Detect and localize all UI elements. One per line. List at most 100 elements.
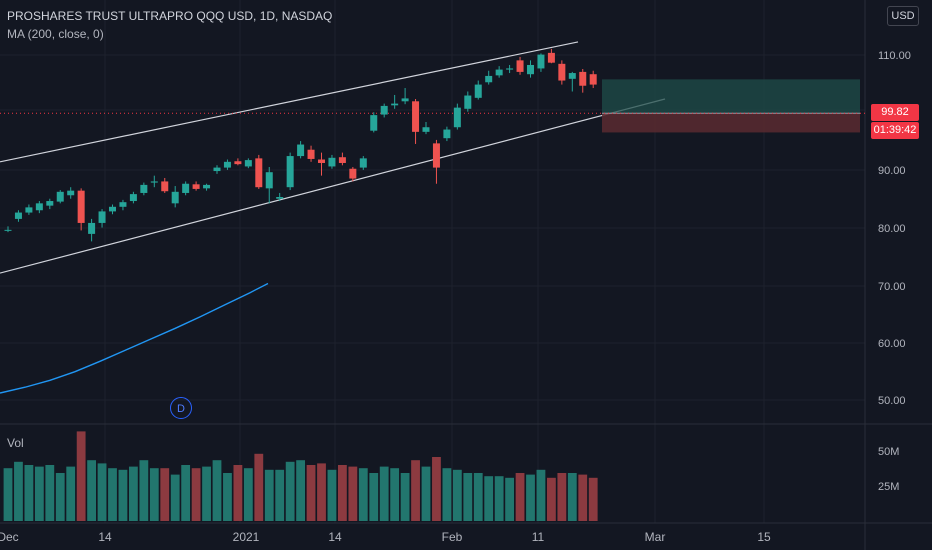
candle [464,95,472,109]
volume-bar [275,469,285,521]
volume-bar [212,460,222,521]
volume-bar [34,466,44,521]
last-price-tag: 99.82 [871,104,919,121]
volume-bar [547,477,556,521]
candle [318,159,325,163]
candle [46,201,54,206]
candle [328,157,336,167]
time-tick-label: Dec [0,530,19,544]
candle [171,191,179,204]
position-stop-zone [602,113,860,133]
candle [527,64,534,75]
candle [77,190,85,223]
candle [140,184,148,193]
volume-bar [108,468,117,521]
candle [35,203,43,211]
volume-bar [379,466,389,521]
volume-bar [160,468,170,521]
volume-bar [118,469,128,521]
price-tick-label: 70.00 [878,281,906,293]
dividend-badge[interactable]: D [170,397,192,419]
volume-bar [390,468,400,521]
currency-button[interactable]: USD [887,6,919,26]
candle [234,161,242,165]
volume-bar [149,468,159,521]
time-tick-label: 14 [98,530,112,544]
volume-bar [442,468,452,521]
volume-bar [358,468,368,521]
volume-bar [233,465,243,521]
candle [286,156,294,188]
volume-bar [55,473,65,521]
volume-tick-label: 25M [878,481,899,493]
volume-bar [515,473,525,521]
candle [338,157,346,163]
candle [14,212,22,219]
volume-bar [191,468,201,521]
time-tick-label: Mar [645,530,666,544]
candle [25,207,33,213]
candle [370,115,378,131]
price-axis: 110.00 90.00 80.00 70.00 60.00 50.00 [878,50,911,407]
volume-bar [129,466,138,521]
volume-bar [14,461,23,521]
channel-upper-line [0,41,579,163]
candle [244,160,252,167]
volume-bar [557,473,567,521]
volume-bar [505,477,514,521]
candle [474,84,482,98]
volume-bar [369,473,379,521]
volume-bar [296,460,305,521]
candle [88,222,96,234]
candle [453,107,461,128]
candle [67,190,75,196]
volume-bar [3,468,13,521]
price-tick-label: 60.00 [878,338,906,350]
volume-axis: 50M 25M [878,446,899,493]
candle [119,202,127,207]
volume-bar [24,465,34,521]
volume-bar [202,466,211,521]
volume-bar [264,469,274,521]
volume-bar [338,465,347,521]
volume-bar [400,473,410,521]
candle [255,158,263,188]
volume-label[interactable]: Vol [7,436,24,450]
candle [443,129,451,139]
price-tick-label: 80.00 [878,223,906,235]
volume-bar [484,476,494,521]
ma-200-path [0,282,269,394]
volume-bar [411,460,420,521]
candle [359,158,367,168]
time-axis: Dec 14 2021 14 Feb 11 Mar 15 [0,530,771,544]
candle [485,75,493,83]
volume-bars [3,431,598,521]
volume-bar [432,457,441,521]
candle [192,184,200,189]
ma-200-line [0,282,269,394]
time-tick-label: 15 [757,530,771,544]
volume-tick-label: 50M [878,446,899,458]
volume-bar [306,465,316,521]
volume-bar [578,474,588,521]
volume-bar [87,460,96,521]
volume-bar [452,469,462,521]
volume-bar [463,473,473,521]
candle [297,144,305,157]
candle [182,183,190,193]
volume-bar [473,473,483,521]
indicator-legend[interactable]: MA (200, close, 0) [7,27,104,41]
time-tick-label: Feb [442,530,463,544]
position-box [602,79,860,133]
volume-bar [567,473,577,521]
volume-bar [327,469,337,521]
volume-bar [45,465,55,521]
candle [307,149,315,159]
candle [109,206,116,212]
candle [276,196,284,199]
volume-bar [494,476,504,521]
volume-bar [254,453,264,521]
volume-bar [181,465,191,521]
candle [213,167,221,172]
